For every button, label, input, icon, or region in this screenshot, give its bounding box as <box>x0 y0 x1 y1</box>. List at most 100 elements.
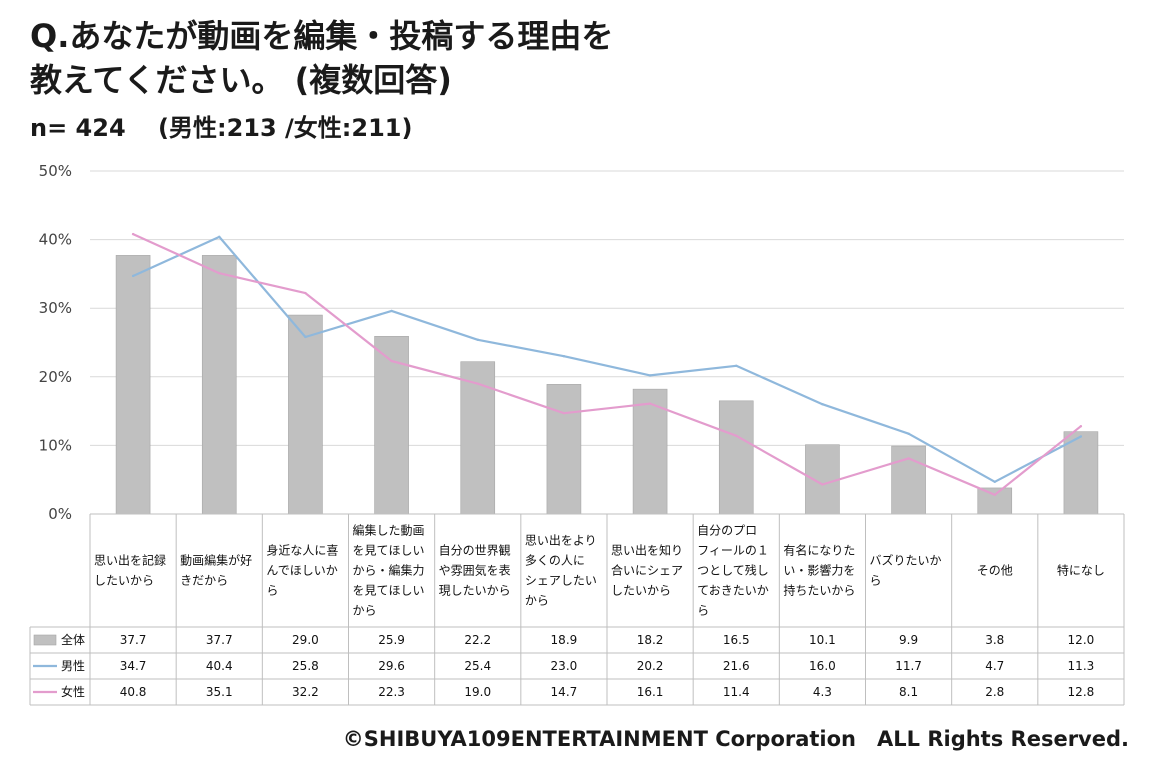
category-label: んでほしいか <box>266 564 337 578</box>
category-label: や雰囲気を表 <box>439 563 511 578</box>
bar-total <box>977 487 1013 515</box>
bar-total <box>546 384 582 515</box>
series-line-female <box>132 233 1082 496</box>
category-label: ら <box>870 574 882 588</box>
category-label: バズりたいか <box>870 553 942 568</box>
data-label: 35.1 <box>206 685 233 699</box>
title-line-2: 教えてください。 (複数回答) <box>30 61 452 99</box>
data-label: 10.1 <box>809 633 836 647</box>
point-female <box>304 291 307 295</box>
category-label: 思い出をより <box>525 534 597 548</box>
data-label: 4.3 <box>813 685 832 699</box>
data-label: 11.7 <box>895 659 922 673</box>
point-female <box>993 493 996 496</box>
category-label: その他 <box>977 564 1013 578</box>
category-label: から <box>353 604 377 618</box>
data-label: 4.7 <box>985 659 1004 673</box>
bar-total <box>201 255 237 515</box>
category-label: ておきたいか <box>697 584 769 598</box>
chart-title: Q.あなたが動画を編集・投稿する理由を 教えてください。 (複数回答) <box>30 14 1130 102</box>
data-label: 32.2 <box>292 685 319 699</box>
y-tick-label: 0% <box>48 505 72 523</box>
category-label: 動画編集が好 <box>180 553 252 568</box>
data-label: 40.4 <box>206 659 233 673</box>
category-label: を見てほしい <box>353 544 425 558</box>
data-label: 25.4 <box>464 659 491 673</box>
category-label: から <box>525 594 549 608</box>
point-female <box>821 483 824 486</box>
legend-label: 女性 <box>61 684 85 699</box>
data-label: 12.0 <box>1068 633 1095 647</box>
y-tick-label: 10% <box>39 436 72 454</box>
data-label: 18.2 <box>637 633 664 647</box>
legend-label: 全体 <box>61 632 85 647</box>
bar-total <box>1063 431 1099 515</box>
title-line-1: Q.あなたが動画を編集・投稿する理由を <box>30 17 614 55</box>
data-label: 16.1 <box>637 685 664 699</box>
y-tick-label: 30% <box>39 299 72 317</box>
data-label: 23.0 <box>551 659 578 673</box>
point-male <box>907 432 910 435</box>
point-male <box>735 364 738 368</box>
category-label: い・影響力を <box>783 563 855 578</box>
category-label: シェアしたい <box>525 574 597 588</box>
category-label: 自分の世界観 <box>439 544 511 558</box>
data-label: 2.8 <box>985 685 1004 699</box>
point-female <box>131 232 135 236</box>
point-male <box>648 374 652 377</box>
bar-total <box>288 314 323 515</box>
category-label: 多くの人に <box>525 554 585 568</box>
point-male <box>993 480 996 483</box>
category-label: したいから <box>94 574 154 588</box>
data-label: 37.7 <box>120 633 147 647</box>
data-label: 29.6 <box>378 659 405 673</box>
category-label: 思い出を記録 <box>94 553 166 568</box>
sample-size-subtitle: n= 424 (男性:213 /女性:211) <box>30 114 413 142</box>
point-female <box>1079 424 1083 428</box>
point-male <box>131 274 135 278</box>
bar-total <box>718 400 754 515</box>
data-label: 11.3 <box>1068 659 1095 673</box>
point-male <box>390 309 393 313</box>
point-male <box>821 403 824 406</box>
data-label: 21.6 <box>723 659 750 673</box>
series-line-male <box>132 235 1082 483</box>
data-label: 40.8 <box>120 685 147 699</box>
data-label: 25.9 <box>378 633 405 647</box>
point-female <box>735 434 738 437</box>
bar-total <box>460 361 496 515</box>
category-label: 有名になりた <box>783 543 855 558</box>
legend-label: 男性 <box>61 659 85 673</box>
category-label: 思い出を知り <box>611 544 683 558</box>
point-male <box>562 355 566 358</box>
data-label: 8.1 <box>899 685 918 699</box>
category-label: つとして残し <box>697 564 769 578</box>
point-female <box>648 402 652 405</box>
data-label: 12.8 <box>1068 685 1095 699</box>
point-male <box>218 235 221 239</box>
bar-total <box>805 444 840 515</box>
bar-total <box>632 388 668 515</box>
data-label: 34.7 <box>120 659 147 673</box>
point-male <box>1079 435 1083 438</box>
data-label: 29.0 <box>292 633 319 647</box>
category-label: 合いにシェア <box>611 563 683 578</box>
category-label: ら <box>266 584 278 598</box>
point-male <box>304 335 307 339</box>
point-female <box>562 411 566 415</box>
data-label: 16.0 <box>809 659 836 673</box>
data-label: 20.2 <box>637 659 664 673</box>
bar-total <box>115 255 151 515</box>
category-label: から・編集力 <box>353 563 425 578</box>
data-label: 22.2 <box>464 633 491 647</box>
category-label: ら <box>697 604 709 618</box>
category-label: 身近な人に喜 <box>266 543 338 558</box>
data-label: 37.7 <box>206 633 233 647</box>
data-label: 16.5 <box>723 633 750 647</box>
point-female <box>907 457 910 460</box>
bar-total <box>374 336 409 515</box>
data-label: 11.4 <box>723 685 750 699</box>
category-label: 持ちたいから <box>783 583 855 598</box>
point-male <box>476 338 479 341</box>
point-female <box>390 359 393 363</box>
